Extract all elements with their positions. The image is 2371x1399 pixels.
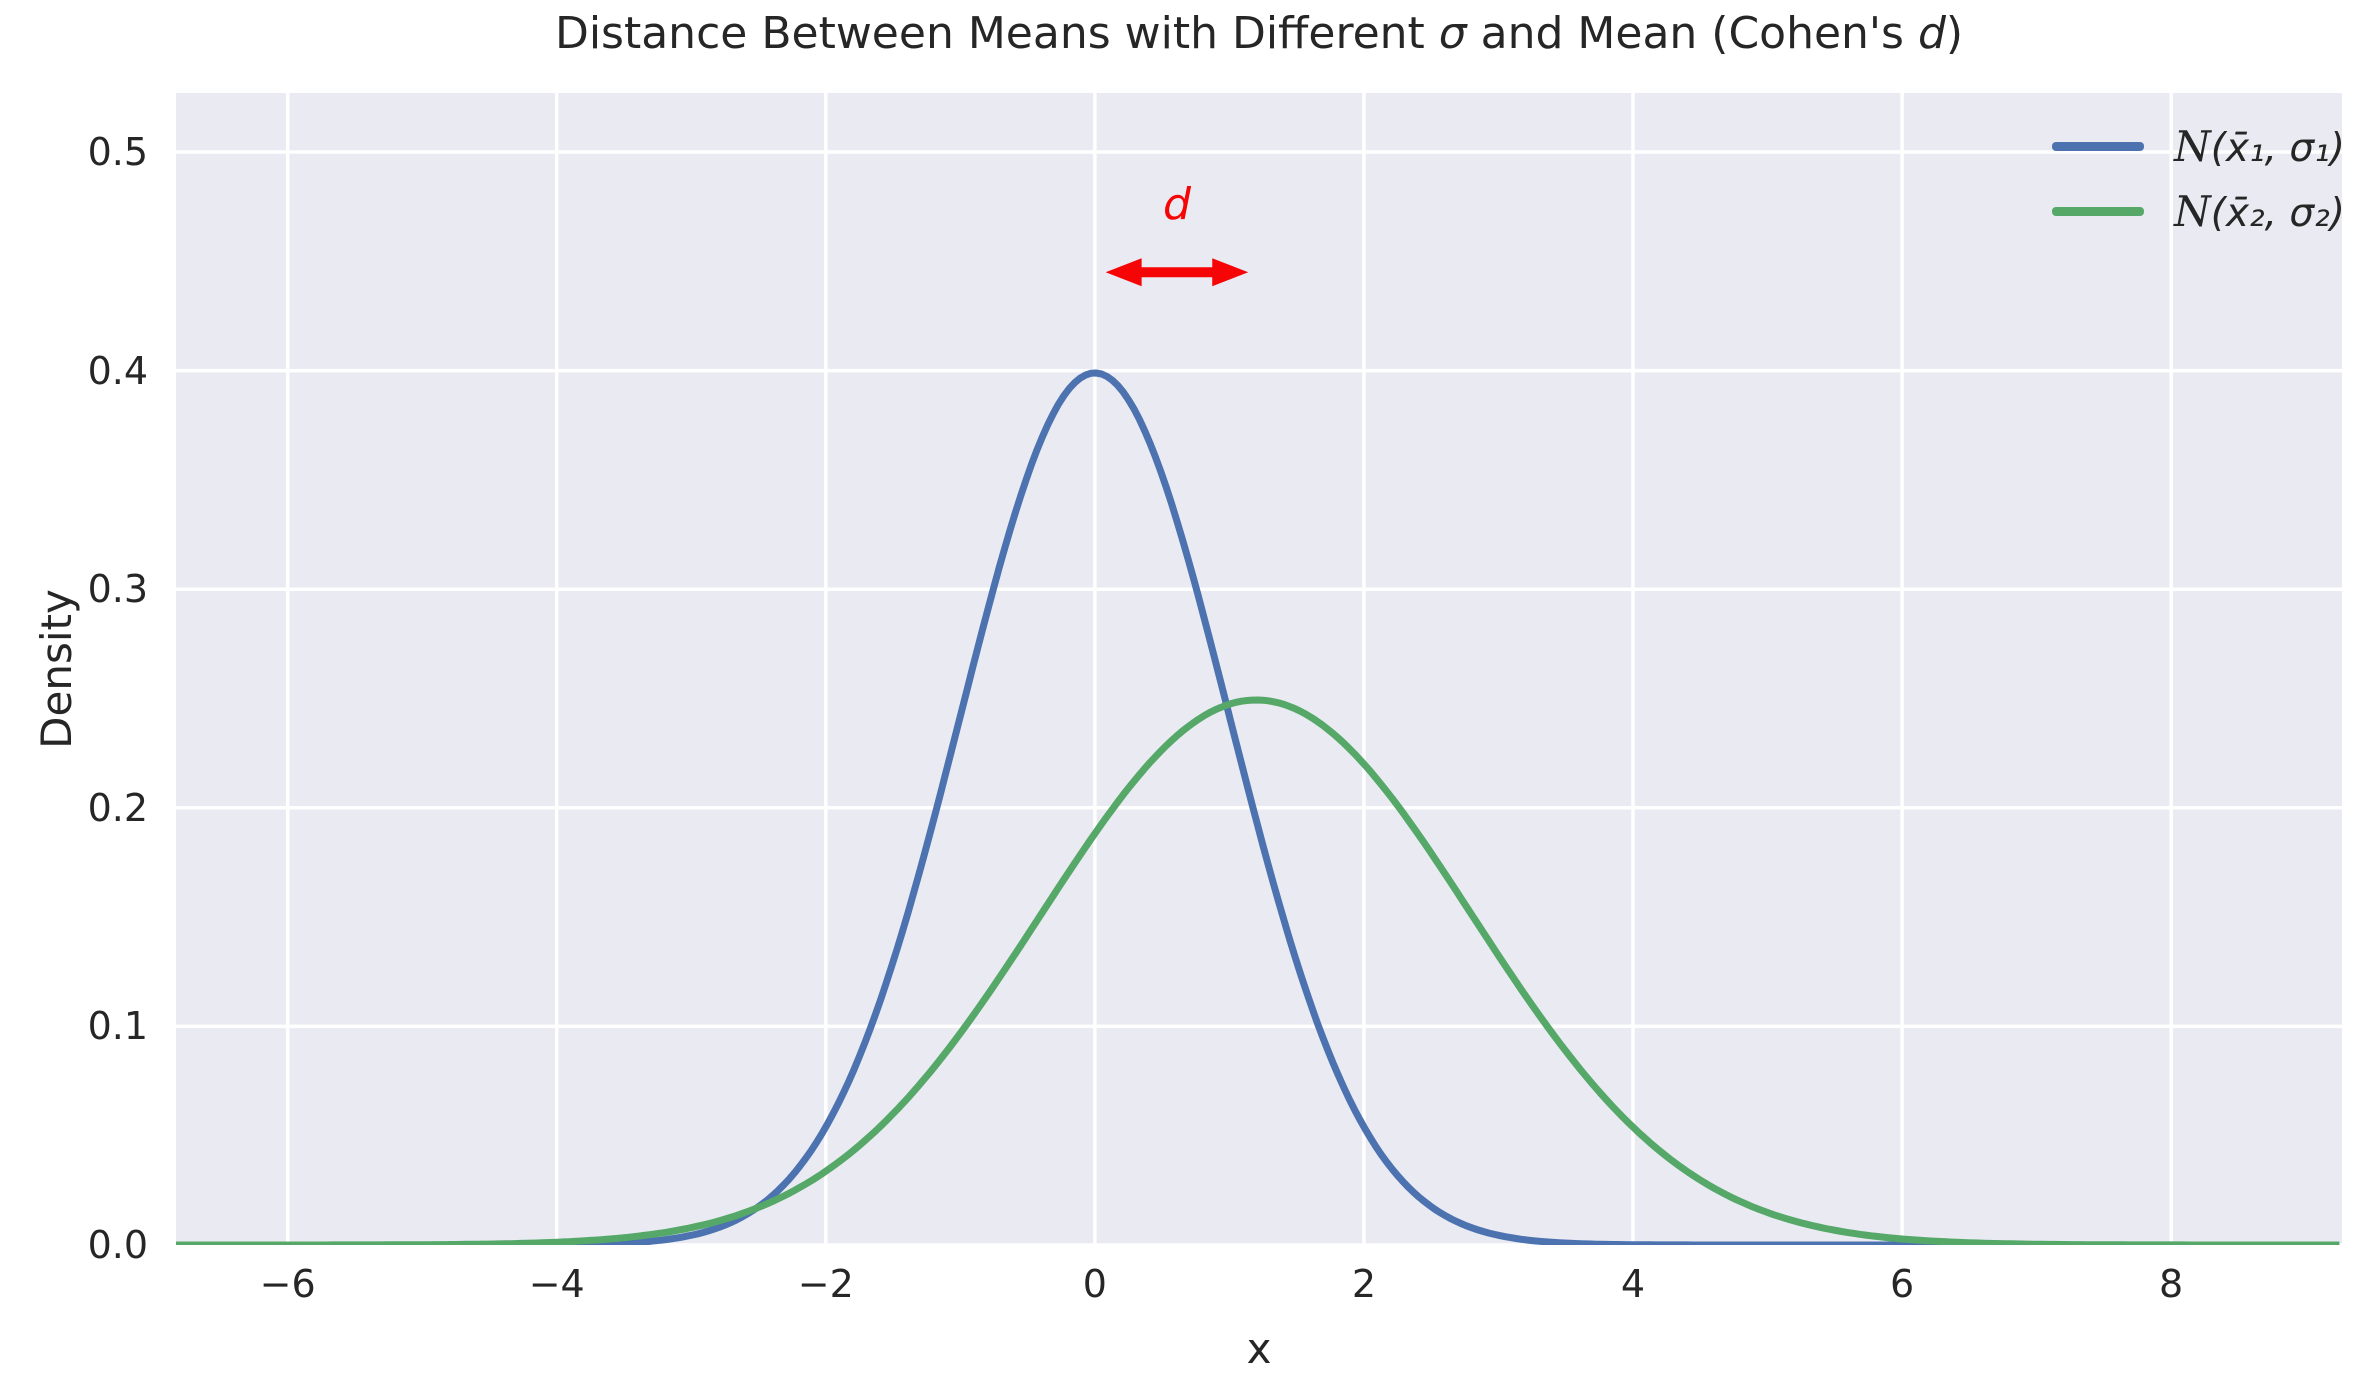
chart-title: Distance Between Means with Different σ … (176, 8, 2342, 59)
legend-line-series1-icon (2051, 141, 2144, 151)
x-tick-label: 8 (2159, 1262, 2184, 1306)
normal-curve-2 (176, 696, 2340, 1245)
x-tick-label: 4 (1620, 1262, 1646, 1306)
x-tick-label: −4 (528, 1262, 585, 1306)
legend-line-series2-icon (2051, 206, 2144, 216)
cohens-d-label: d (1162, 179, 1191, 231)
mathcal-n-symbol: N (2173, 186, 2211, 236)
arrow-head-left-icon (1105, 258, 1142, 287)
y-tick-label: 0.0 (87, 1223, 148, 1267)
y-tick-label: 0.5 (87, 130, 148, 175)
x-axis-label: x (1246, 1324, 1272, 1373)
y-tick-label: 0.1 (87, 1004, 148, 1049)
legend-label-series1: N(x̄₁, σ₁) (2174, 122, 2345, 171)
y-tick-label: 0.2 (87, 785, 148, 830)
y-tick-label: 0.4 (87, 348, 148, 393)
legend: N(x̄₁, σ₁) N(x̄₂, σ₂) (2051, 120, 2345, 237)
title-d-symbol: d (1917, 8, 1946, 59)
title-text-segment: and Mean (Cohen's (1466, 8, 1918, 59)
legend-item: N(x̄₁, σ₁) (2051, 120, 2345, 172)
legend-label-text: (x̄₁, σ₁) (2210, 125, 2345, 171)
x-tick-label: −2 (797, 1262, 854, 1306)
axes-background (176, 93, 2342, 1245)
legend-label-text: (x̄₂, σ₂) (2210, 190, 2345, 236)
arrow-head-right-icon (1212, 258, 1249, 287)
title-text-segment: Distance Between Means with Different (554, 8, 1439, 59)
title-sigma-symbol: σ (1438, 8, 1467, 59)
x-tick-label: 0 (1082, 1262, 1107, 1306)
y-axis-label: Density (32, 589, 81, 749)
y-tick-label: 0.3 (87, 567, 148, 612)
title-text-segment: ) (1945, 8, 1964, 59)
x-tick-label: −6 (259, 1262, 316, 1306)
x-tick-label: 6 (1889, 1262, 1915, 1306)
x-tick-label: 2 (1351, 1262, 1377, 1306)
mathcal-n-symbol: N (2173, 121, 2211, 171)
legend-item: N(x̄₂, σ₂) (2051, 185, 2345, 237)
legend-label-series2: N(x̄₂, σ₂) (2174, 187, 2345, 236)
